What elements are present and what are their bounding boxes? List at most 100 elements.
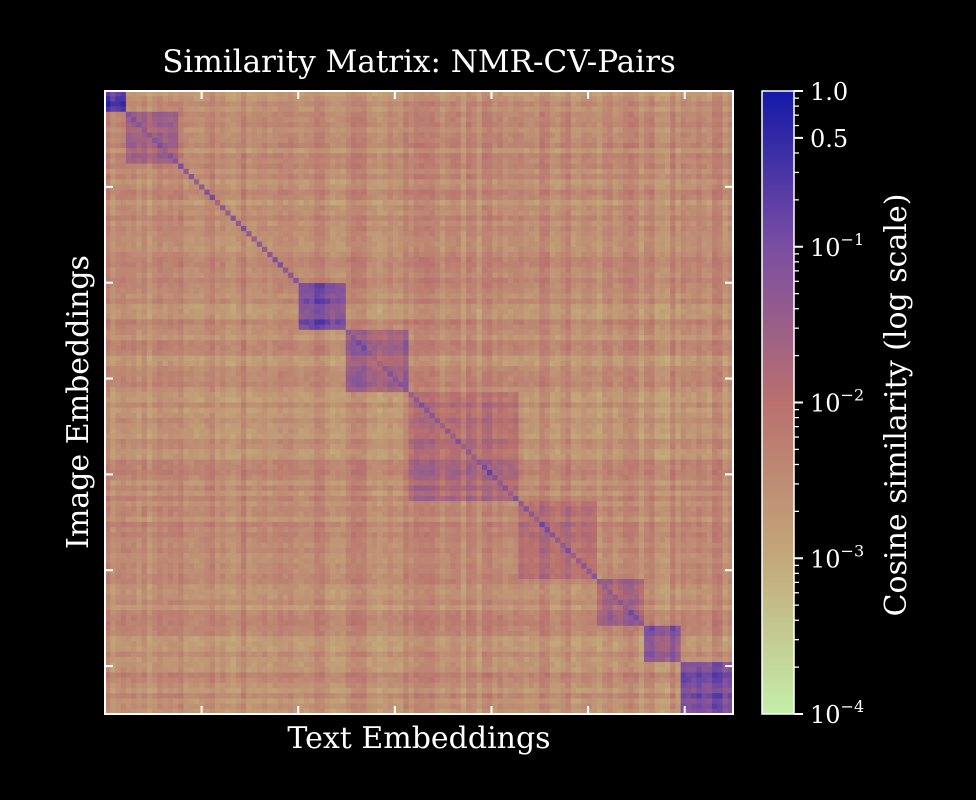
heatmap-cell (277, 91, 284, 97)
heatmap-cell (392, 163, 399, 170)
heatmap-cell (319, 148, 326, 154)
heatmap-cell (157, 303, 164, 310)
heatmap-cell (581, 241, 588, 248)
heatmap-cell (513, 132, 520, 139)
heatmap-cell (356, 91, 363, 97)
heatmap-cell (188, 293, 195, 300)
heatmap-cell (685, 116, 692, 123)
heatmap-cell (680, 298, 687, 305)
heatmap-cell (670, 220, 677, 227)
heatmap-cell (466, 220, 472, 227)
heatmap-cell (162, 262, 169, 269)
heatmap-cell (356, 210, 363, 217)
heatmap-cell (471, 272, 478, 279)
heatmap-cell (371, 272, 378, 279)
heatmap-cell (152, 267, 158, 274)
heatmap-cell (146, 251, 153, 258)
heatmap-cell (110, 231, 117, 237)
heatmap-cell (298, 184, 305, 191)
heatmap-cell (303, 101, 310, 108)
heatmap-cell (387, 168, 394, 175)
heatmap-cell (481, 163, 488, 170)
heatmap-cell (576, 179, 582, 186)
heatmap-cell (680, 106, 687, 113)
heatmap-cell (497, 184, 504, 191)
heatmap-cell (581, 106, 588, 113)
heatmap-cell (256, 200, 263, 206)
heatmap-cell (528, 137, 535, 144)
heatmap-cell (204, 215, 211, 222)
heatmap-cell (706, 267, 713, 274)
heatmap-cell (460, 262, 467, 269)
heatmap-cell (466, 215, 472, 222)
heatmap-cell (727, 200, 733, 206)
heatmap-cell (105, 200, 111, 206)
heatmap-cell (272, 142, 279, 149)
heatmap-cell (204, 168, 211, 175)
heatmap-cell (120, 210, 127, 217)
heatmap-cell (555, 210, 561, 217)
heatmap-cell (120, 225, 127, 232)
heatmap-cell (115, 231, 122, 237)
heatmap-cell (178, 194, 185, 201)
heatmap-cell (178, 96, 185, 102)
heatmap-cell (570, 179, 577, 186)
heatmap-cell (288, 225, 294, 232)
heatmap-cell (162, 158, 169, 165)
heatmap-cell (664, 127, 671, 134)
heatmap-cell (591, 231, 598, 237)
heatmap-cell (120, 163, 127, 170)
heatmap-cell (544, 127, 551, 134)
heatmap-cell (356, 220, 363, 227)
heatmap-cell (419, 288, 425, 295)
heatmap-cell (345, 122, 352, 128)
heatmap-cell (387, 303, 394, 310)
heatmap-cell (481, 122, 488, 128)
heatmap-cell (717, 91, 724, 97)
heatmap-cell (340, 91, 347, 97)
heatmap-cell (251, 101, 258, 108)
heatmap-cell (513, 246, 520, 253)
heatmap-cell (424, 272, 431, 279)
heatmap-cell (398, 148, 404, 154)
heatmap-cell (120, 293, 127, 300)
heatmap-cell (712, 283, 718, 289)
heatmap-cell (539, 137, 546, 144)
heatmap-cell (125, 303, 132, 310)
heatmap-cell (152, 272, 158, 279)
heatmap-cell (204, 153, 211, 160)
heatmap-cell (330, 251, 336, 258)
heatmap-cell (403, 215, 410, 222)
heatmap-cell (722, 236, 729, 243)
heatmap-cell (544, 288, 551, 295)
heatmap-cell (544, 168, 551, 175)
heatmap-cell (152, 168, 158, 175)
heatmap-cell (471, 246, 478, 253)
heatmap-cell (136, 277, 143, 284)
heatmap-cell (152, 293, 158, 300)
heatmap-cell (262, 283, 268, 289)
heatmap-cell (193, 101, 200, 108)
heatmap-cell (303, 184, 310, 191)
heatmap-cell (345, 298, 352, 305)
heatmap-cell (685, 174, 692, 180)
heatmap-cell (518, 215, 525, 222)
heatmap-cell (706, 122, 713, 128)
heatmap-cell (361, 200, 368, 206)
heatmap-cell (288, 251, 294, 258)
heatmap-cell (680, 148, 687, 154)
heatmap-cell (371, 179, 378, 186)
heatmap-cell (392, 215, 399, 222)
heatmap-cell (345, 251, 352, 258)
heatmap-cell (408, 116, 415, 123)
heatmap-cell (549, 132, 556, 139)
heatmap-cell (706, 241, 713, 248)
heatmap-cell (644, 142, 650, 149)
heatmap-cell (162, 127, 169, 134)
heatmap-cell (173, 153, 179, 160)
heatmap-cell (267, 236, 274, 243)
heatmap-cell (408, 241, 415, 248)
heatmap-cell (267, 246, 274, 253)
chart-title: Similarity Matrix: NMR-CV-Pairs (162, 44, 676, 80)
heatmap-cell (188, 210, 195, 217)
